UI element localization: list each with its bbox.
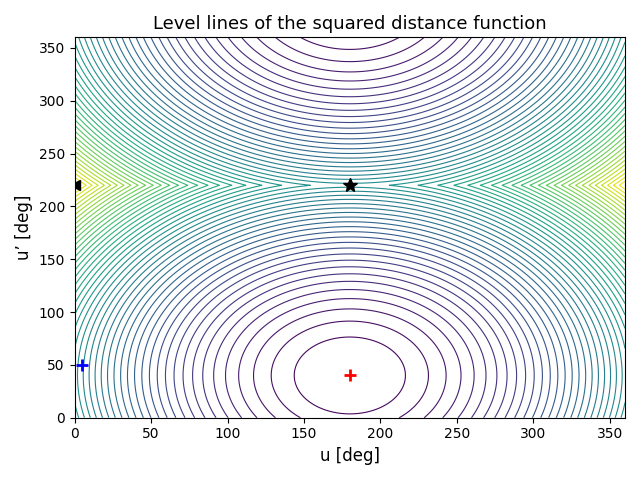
Title: Level lines of the squared distance function: Level lines of the squared distance func… bbox=[153, 15, 547, 33]
X-axis label: u [deg]: u [deg] bbox=[320, 447, 380, 465]
Y-axis label: u’ [deg]: u’ [deg] bbox=[15, 195, 33, 260]
